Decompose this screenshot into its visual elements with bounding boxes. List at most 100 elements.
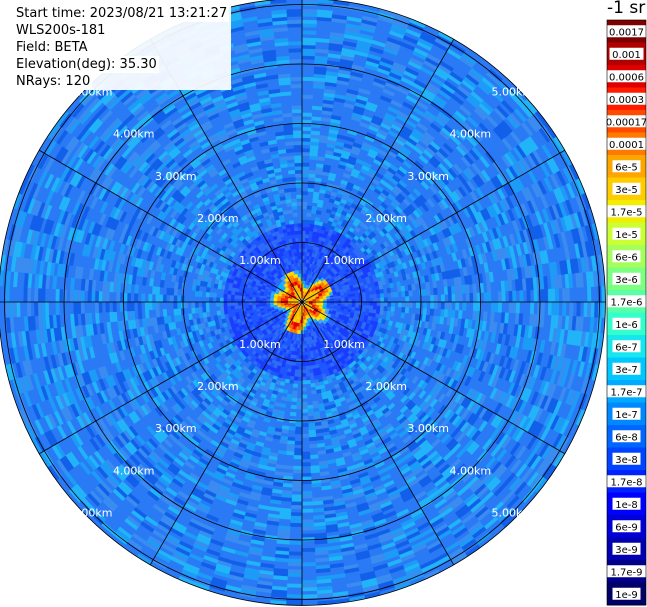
gate-cell	[394, 291, 399, 298]
gate-cell	[458, 310, 463, 319]
gate-cell	[301, 237, 306, 242]
gate-cell	[507, 279, 513, 292]
gate-cell	[355, 304, 360, 309]
gate-cell	[305, 234, 310, 239]
gate-cell	[295, 362, 299, 367]
gate-cell	[301, 1, 318, 7]
gate-cell	[241, 304, 246, 309]
gate-cell	[354, 292, 359, 297]
gate-cell	[400, 285, 406, 292]
gate-cell	[308, 177, 316, 182]
gate-cell	[440, 301, 445, 310]
gate-cell	[383, 301, 388, 307]
gate-cell	[292, 383, 298, 388]
gate-cell	[313, 514, 325, 520]
gate-cell	[358, 298, 363, 303]
gate-cell	[188, 313, 193, 321]
gate-cell	[287, 569, 303, 574]
gate-cell	[301, 362, 306, 367]
gate-cell	[216, 310, 222, 316]
gate-cell	[390, 292, 395, 298]
gate-cell	[554, 301, 560, 316]
gate-cell	[304, 347, 308, 353]
gate-cell	[280, 497, 292, 502]
gate-cell	[294, 365, 299, 370]
gate-cell	[307, 408, 314, 413]
gate-cell	[290, 515, 303, 520]
gate-cell	[289, 419, 296, 424]
gate-cell	[311, 105, 323, 111]
gate-cell	[301, 455, 311, 460]
gate-cell	[298, 366, 303, 370]
gate-cell	[398, 166, 408, 175]
gate-cell	[576, 301, 581, 317]
gate-cell	[404, 290, 410, 297]
gate-cell	[301, 387, 307, 392]
gate-cell	[291, 497, 303, 503]
gate-cell	[389, 311, 395, 317]
gate-cell	[307, 411, 315, 417]
gate-cell	[287, 572, 303, 578]
gate-cell	[358, 295, 363, 300]
gate-cell	[288, 562, 303, 567]
gate-cell	[310, 468, 321, 474]
gate-cell	[405, 296, 410, 303]
gate-cell	[305, 379, 311, 385]
gate-cell	[402, 160, 413, 170]
gate-cell	[313, 191, 320, 197]
gate-cell	[401, 291, 406, 297]
gate-cell	[194, 307, 200, 314]
gate-cell	[286, 397, 293, 402]
gate-cell	[313, 525, 327, 531]
gate-cell	[429, 308, 435, 316]
gate-cell	[458, 293, 463, 303]
gate-cell	[293, 448, 303, 453]
gate-cell	[301, 55, 316, 60]
gate-cell	[301, 41, 316, 46]
gate-cell	[432, 280, 438, 289]
gate-cell	[301, 162, 310, 167]
gate-cell	[305, 237, 309, 242]
gate-cell	[450, 309, 456, 319]
gate-cell	[419, 289, 424, 296]
gate-cell	[301, 19, 317, 25]
gate-cell	[369, 305, 374, 310]
gate-cell	[213, 315, 219, 321]
gate-cell	[376, 301, 381, 307]
gate-cell	[401, 301, 406, 308]
gate-cell	[307, 358, 312, 363]
gate-cell	[306, 205, 313, 210]
gate-cell	[308, 361, 313, 367]
gate-cell	[309, 223, 315, 229]
gate-cell	[398, 301, 403, 308]
gate-cell	[301, 173, 309, 178]
gate-cell	[313, 375, 319, 380]
gate-cell	[465, 284, 470, 294]
gate-cell	[234, 308, 239, 313]
gate-cell	[301, 579, 317, 585]
gate-cell	[174, 314, 179, 323]
gate-cell	[354, 226, 361, 233]
gate-cell	[408, 290, 413, 297]
gate-cell	[262, 303, 267, 307]
gate-cell	[362, 301, 367, 306]
gate-cell	[328, 172, 337, 179]
gate-cell	[294, 430, 303, 435]
gate-cell	[284, 378, 290, 384]
gate-cell	[301, 508, 314, 513]
gate-cell	[383, 306, 388, 312]
gate-cell	[301, 9, 318, 14]
gate-cell	[80, 313, 86, 326]
gate-cell	[305, 230, 310, 235]
gate-cell	[396, 281, 401, 288]
gate-cell	[309, 454, 319, 460]
gate-cell	[425, 314, 430, 323]
gate-cell	[248, 307, 253, 311]
gate-cell	[279, 439, 288, 445]
gate-cell	[315, 389, 322, 394]
gate-cell	[362, 305, 367, 309]
gate-cell	[244, 304, 249, 309]
gate-cell	[305, 226, 311, 232]
gate-cell	[289, 375, 295, 381]
gate-cell	[279, 514, 291, 520]
